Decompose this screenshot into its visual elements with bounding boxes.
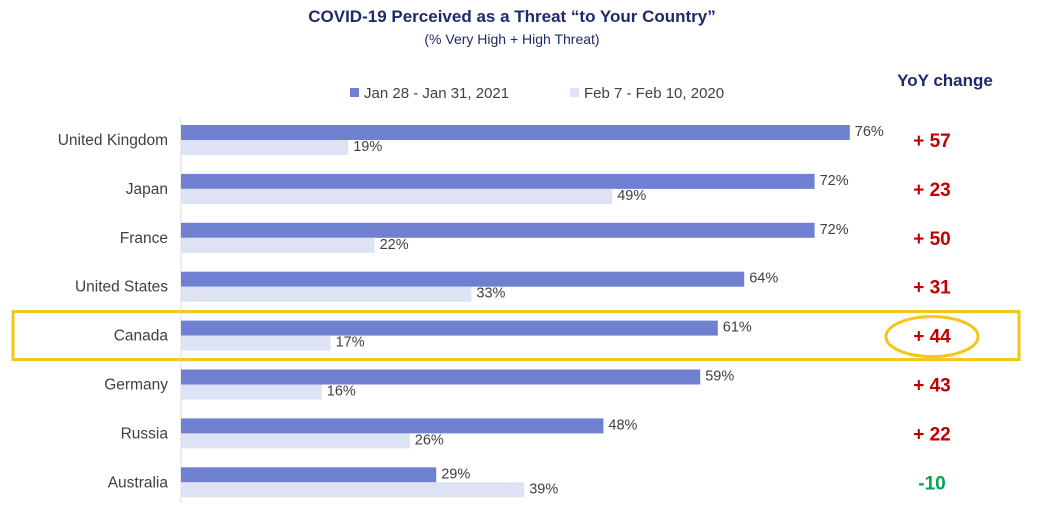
legend: Jan 28 - Jan 31, 2021 Feb 7 - Feb 10, 20… xyxy=(350,85,724,102)
bar-australia-2020 xyxy=(181,482,525,498)
category-label-united-states: United States xyxy=(75,279,168,296)
category-label-germany: Germany xyxy=(104,377,168,394)
bar-united-kingdom-2020 xyxy=(181,140,349,155)
bar-russia-2020 xyxy=(181,433,410,449)
bar-japan-2021 xyxy=(181,173,815,189)
bar-germany-2020 xyxy=(181,384,322,400)
bar-united-states-2021 xyxy=(181,271,745,287)
category-label-australia: Australia xyxy=(108,474,169,491)
chart-title: COVID-19 Perceived as a Threat “to Your … xyxy=(308,7,716,26)
legend-label-2020: Feb 7 - Feb 10, 2020 xyxy=(584,85,724,102)
data-label-japan-2021: 72% xyxy=(820,173,849,189)
data-label-australia-2020: 39% xyxy=(529,481,558,497)
bar-canada-2020 xyxy=(181,335,331,351)
highlight-box xyxy=(11,310,1021,362)
legend-swatch-2020 xyxy=(570,88,579,97)
data-label-canada-2020: 17% xyxy=(336,335,365,351)
yoy-header: YoY change xyxy=(897,71,993,90)
bar-russia-2021 xyxy=(181,418,604,434)
chart-subtitle: (% Very High + High Threat) xyxy=(424,31,599,47)
yoy-value-japan: + 23 xyxy=(913,180,951,201)
bar-australia-2021 xyxy=(181,467,437,483)
highlight-circle xyxy=(884,315,980,359)
bar-canada-2021 xyxy=(181,320,718,336)
category-label-japan: Japan xyxy=(126,181,168,198)
bars-layer: United Kingdom 76% 19% + 57 Japan 72% 49% + 23 F… xyxy=(58,124,951,498)
data-label-united-kingdom-2020: 19% xyxy=(353,139,382,155)
data-label-germany-2021: 59% xyxy=(705,369,734,385)
bar-japan-2020 xyxy=(181,188,613,204)
data-label-japan-2020: 49% xyxy=(617,188,646,204)
yoy-value-united-states: + 31 xyxy=(913,278,951,299)
data-label-russia-2021: 48% xyxy=(608,417,637,433)
data-label-united-states-2020: 33% xyxy=(476,286,505,302)
data-label-australia-2021: 29% xyxy=(441,466,470,482)
yoy-value-russia: + 22 xyxy=(913,424,951,445)
category-label-france: France xyxy=(120,230,168,247)
category-label-canada: Canada xyxy=(114,328,169,345)
bar-germany-2021 xyxy=(181,369,701,385)
data-label-united-kingdom-2021: 76% xyxy=(855,124,884,140)
category-label-united-kingdom: United Kingdom xyxy=(58,132,168,149)
yoy-value-france: + 50 xyxy=(913,229,951,250)
data-label-russia-2020: 26% xyxy=(415,432,444,448)
highlight-layer xyxy=(11,310,1021,362)
bar-united-states-2020 xyxy=(181,286,472,302)
yoy-value-united-kingdom: + 57 xyxy=(913,131,951,152)
legend-label-2021: Jan 28 - Jan 31, 2021 xyxy=(364,85,509,102)
data-label-france-2020: 22% xyxy=(380,237,409,253)
data-label-canada-2021: 61% xyxy=(723,320,752,336)
category-label-russia: Russia xyxy=(121,425,169,442)
data-label-united-states-2021: 64% xyxy=(749,271,778,287)
bar-france-2021 xyxy=(181,222,815,238)
yoy-value-canada: + 44 xyxy=(913,327,951,348)
legend-swatch-2021 xyxy=(350,88,359,97)
yoy-value-germany: + 43 xyxy=(913,376,951,397)
yoy-value-australia: -10 xyxy=(918,473,945,494)
data-label-germany-2020: 16% xyxy=(327,384,356,400)
bar-france-2020 xyxy=(181,237,375,253)
data-label-france-2021: 72% xyxy=(820,222,849,238)
bar-united-kingdom-2021 xyxy=(181,125,850,140)
